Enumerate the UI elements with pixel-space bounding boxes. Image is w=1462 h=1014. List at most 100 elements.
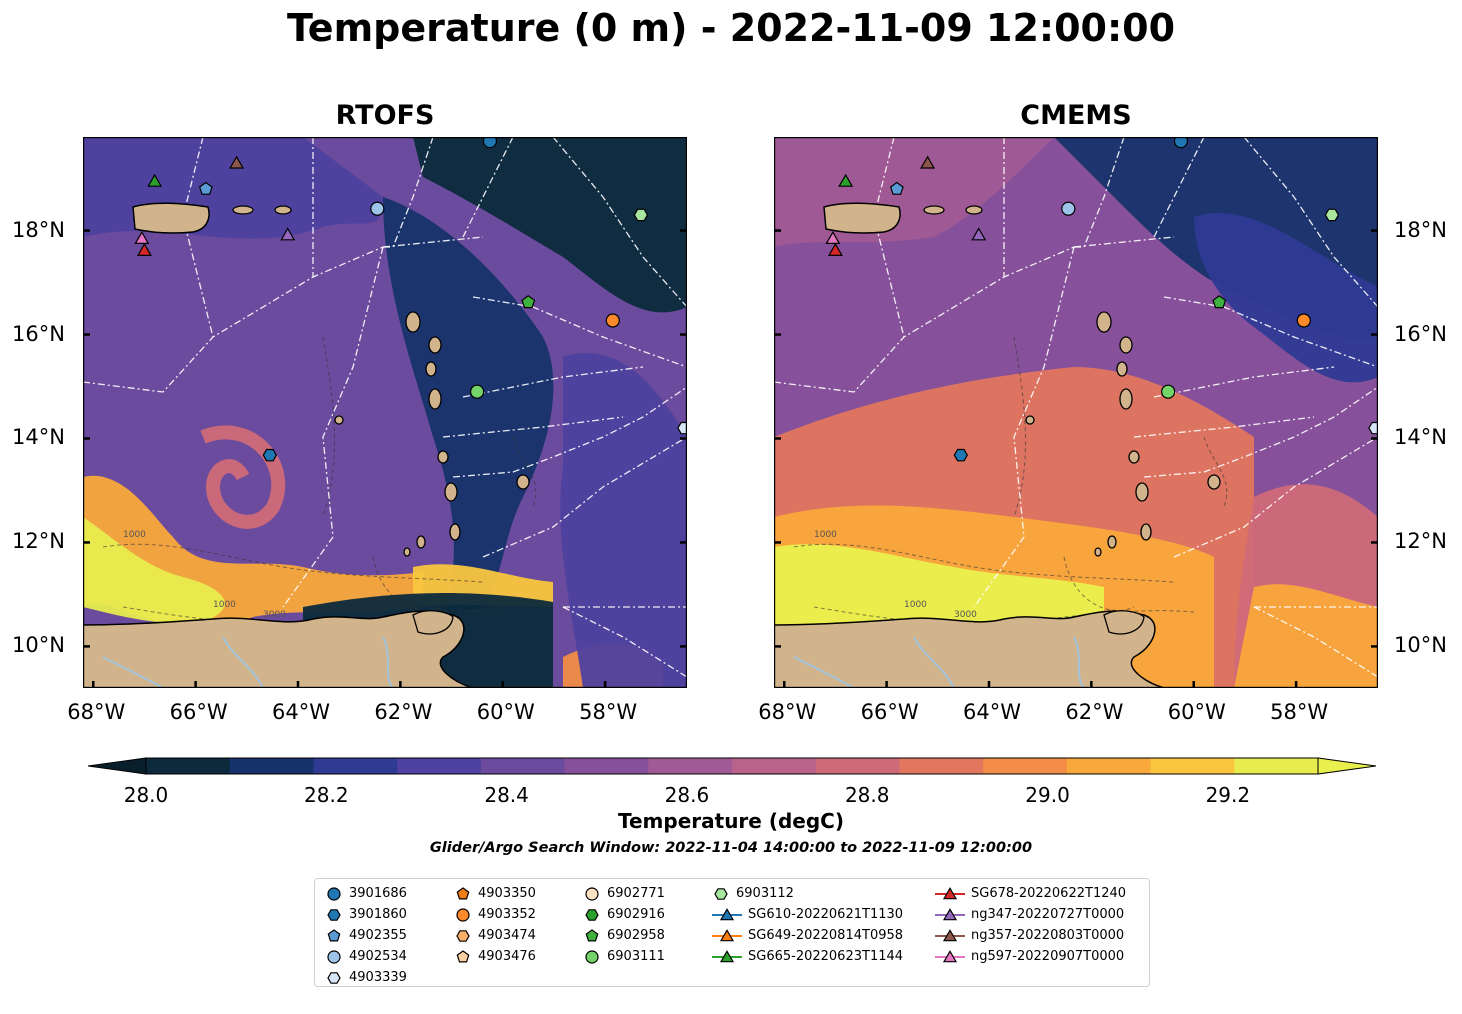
contour-label: 1000 [123,530,146,540]
pentagon-marker-icon [585,928,599,941]
pentagon-marker-icon [456,886,470,899]
bathymetry-contour [1203,436,1228,508]
legend-swatch [456,929,470,942]
pentagon-marker-icon [327,928,341,941]
land-island [1207,474,1221,490]
legend-swatch [942,928,958,941]
legend-entry: 4903352 [454,904,536,925]
lat-tick-label: 14°N [1394,425,1447,450]
marker-4903339 [677,421,687,435]
circle-marker-icon [327,886,341,901]
river [222,636,264,688]
land-island [437,450,449,464]
marker-4903352 [1296,313,1311,328]
contour-label: 1000 [814,530,837,540]
triangle-marker-icon [935,886,965,899]
circle-marker-icon [585,886,599,901]
marker-SG678-20220622T1240 [136,242,152,257]
lon-tick-label: 60°W [476,700,535,724]
land-trinidad [1103,610,1145,635]
legend-entry: 4903474 [454,925,536,946]
lon-tick-label: 66°W [169,700,228,724]
lat-tick-label: 14°N [12,425,65,450]
lon-tick-label: 62°W [1065,700,1124,724]
colorbar-over-arrow [1317,757,1377,775]
land-island [965,205,983,215]
legend-swatch [719,907,735,920]
bathymetry-contour [1063,556,1135,611]
legend-entry: 3901860 [325,904,407,925]
bathymetry-contour [122,606,504,624]
bathymetry-contour [793,543,1175,583]
legend-entry: SG678-20220622T1240 [935,883,1126,904]
bathymetry-contour [372,556,444,611]
legend-label: SG678-20220622T1240 [971,886,1127,901]
legend-swatch [942,949,958,962]
legend-label: SG649-20220814T0958 [748,928,904,943]
legend-label: SG610-20220621T1130 [748,907,904,922]
eez-boundary [1243,137,1378,308]
legend-label: 6902771 [607,886,665,901]
colorbar-tick-label: 29.2 [1205,783,1251,807]
lat-tick-label: 16°N [1394,321,1447,346]
colorbar-segment [229,758,314,774]
colorbar-segment [732,758,817,774]
land-island [1116,361,1128,377]
lon-tick-label: 64°W [271,700,330,724]
legend-entry: 4903476 [454,946,536,967]
eez-boundary [482,436,687,558]
river [793,656,855,688]
cmems-map-panel: 1000 1000 3000 [774,137,1378,688]
legend-label: ng597-20220907T0000 [971,949,1125,964]
map-rtofs: 1000 1000 3000 [83,137,687,688]
triangle-marker-icon [935,949,965,962]
hexagon-marker-icon [585,908,599,921]
legend-swatch [714,887,728,900]
hexagon-marker-icon [327,908,341,921]
legend-swatch [327,949,341,964]
marker-6902958 [1212,295,1227,309]
lat-tick-label: 12°N [12,529,65,554]
legend-swatch [456,907,470,922]
river [102,656,164,688]
colorbar-segment [1066,758,1152,774]
colorbar-label: Temperature (degC) [618,809,844,833]
marker-3901686 [482,137,498,149]
legend-label: 3901686 [349,886,407,901]
colorbar-tick-label: 29.0 [1025,783,1070,807]
marker-3901860 [262,448,277,462]
legend-label: 6902916 [607,907,665,922]
land-island [1140,523,1152,541]
marker-3901686 [1173,137,1189,149]
colorbar-segment [313,758,398,774]
colorbar-segment [480,758,566,774]
eez-boundary [442,416,624,438]
legend-label: 4903352 [478,907,536,922]
marker-4902355 [198,181,213,195]
lat-tick-label: 18°N [12,217,65,242]
marker-4902534 [1061,201,1076,216]
rtofs-map-panel: 1000 1000 3000 [83,137,687,688]
land-trinidad [412,610,454,635]
legend-swatch [585,928,599,941]
land-island [405,311,421,333]
legend-entry: SG649-20220814T0958 [712,925,903,946]
marker-SG678-20220622T1240 [827,242,843,257]
eez-boundary [1143,386,1378,478]
colorbar-under-arrow [87,757,147,775]
triangle-marker-icon [935,907,965,920]
marker-4903339 [1368,421,1378,435]
land-island [1119,336,1133,354]
marker-4903352 [605,313,620,328]
legend-swatch [585,908,599,921]
legend-label: 4902534 [349,949,407,964]
legend-label: SG665-20220623T1144 [748,949,904,964]
colorbar-segment [564,758,649,774]
panel-title-rtofs: RTOFS [335,100,435,131]
lon-tick-label: 68°W [67,700,126,724]
land-island [403,547,411,557]
colorbar-tick-label: 28.0 [123,783,169,807]
marker-ng347-20220727T0000 [280,227,296,241]
legend-swatch [942,907,958,920]
bathymetry-contour [1013,336,1027,518]
